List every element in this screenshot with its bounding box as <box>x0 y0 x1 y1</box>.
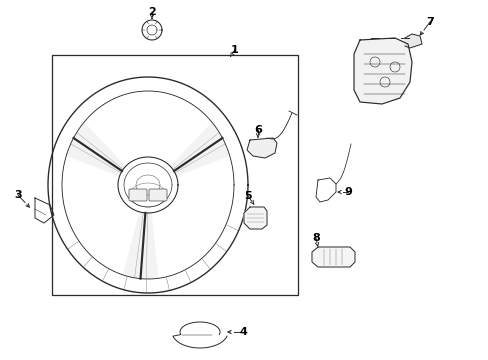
Polygon shape <box>353 38 411 104</box>
Text: 4: 4 <box>239 327 246 337</box>
Polygon shape <box>246 138 276 158</box>
Text: 3: 3 <box>14 190 22 200</box>
Text: 8: 8 <box>311 233 319 243</box>
Polygon shape <box>122 212 158 279</box>
Text: 2: 2 <box>148 7 156 17</box>
Text: 5: 5 <box>244 191 251 201</box>
Polygon shape <box>404 34 421 48</box>
Polygon shape <box>170 122 229 176</box>
Text: 7: 7 <box>425 17 433 27</box>
Text: 6: 6 <box>254 125 262 135</box>
FancyBboxPatch shape <box>149 189 167 201</box>
Text: 1: 1 <box>231 45 238 55</box>
Polygon shape <box>244 207 266 229</box>
Text: 9: 9 <box>344 187 351 197</box>
Polygon shape <box>66 122 125 176</box>
Polygon shape <box>311 247 354 267</box>
FancyBboxPatch shape <box>129 189 147 201</box>
Bar <box>52 55 297 295</box>
